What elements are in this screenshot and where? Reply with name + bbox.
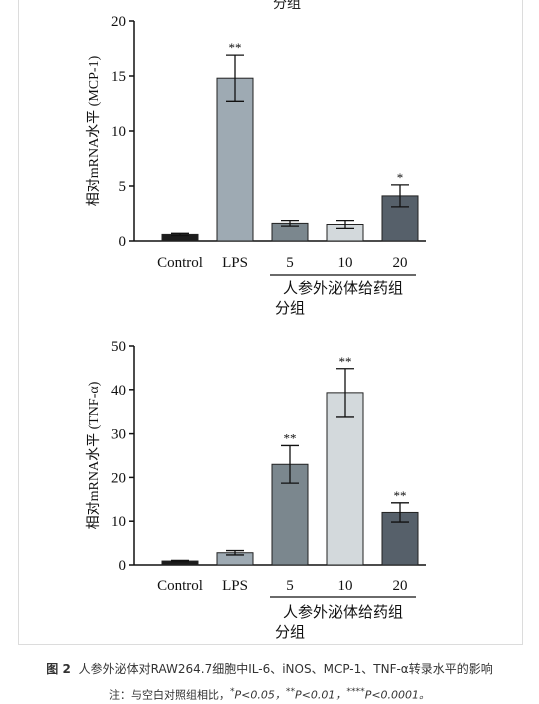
figure-caption: 图 2 人参外泌体对RAW264.7细胞中IL-6、iNOS、MCP-1、TNF…	[0, 660, 539, 677]
category-label: 5	[286, 578, 294, 594]
bar-LPS	[216, 77, 254, 242]
y-tick-label: 10	[111, 124, 126, 140]
axis-group-label: 分组	[275, 624, 305, 641]
group-label: 人参外泌体给药组	[283, 280, 403, 297]
note-p3: P<0.0001。	[364, 688, 431, 702]
note-p2-mark: **	[285, 686, 296, 697]
category-label: 5	[286, 255, 294, 271]
category-label: LPS	[222, 578, 248, 594]
y-tick-label: 10	[111, 514, 126, 530]
significance-mark: **	[394, 488, 407, 503]
y-tick-label: 20	[111, 470, 126, 486]
axis-group-label: 分组	[275, 300, 305, 317]
bar-10	[326, 392, 364, 566]
figure-frame	[18, 0, 523, 645]
y-axis-label: 相对mRNA水平 (MCP-1)	[86, 55, 102, 206]
y-tick-label: 50	[111, 339, 126, 355]
top-group-fragment: 分组	[273, 0, 301, 12]
significance-mark: **	[284, 430, 297, 445]
charts-svg: 分组 0 5 10 15 20 相对mRNA水平 (MCP-1) Control ** LPS 5…	[86, 0, 426, 641]
y-tick-label: 30	[111, 427, 126, 443]
figure-label: 图 2	[46, 662, 71, 676]
category-label: Control	[157, 578, 203, 594]
category-label: 10	[338, 578, 353, 594]
significance-mark: *	[397, 170, 404, 185]
note-p2: P<0.01，	[295, 688, 347, 702]
category-label: 10	[338, 255, 353, 271]
y-tick-label: 40	[111, 383, 126, 399]
note-p3-mark: ****	[346, 686, 365, 697]
y-tick-label: 15	[111, 69, 126, 85]
y-tick-label: 5	[119, 179, 127, 195]
y-tick-label: 20	[111, 14, 126, 30]
group-label: 人参外泌体给药组	[283, 604, 403, 621]
figure-caption-text: 人参外泌体对RAW264.7细胞中IL-6、iNOS、MCP-1、TNF-α转录…	[78, 662, 493, 676]
y-axis-label: 相对mRNA水平 (TNF-α)	[86, 381, 102, 529]
mcp1-chart: 0 5 10 15 20 相对mRNA水平 (MCP-1) Control ** LPS 5 10 *…	[86, 14, 426, 317]
category-label: Control	[157, 255, 203, 271]
significance-mark: **	[339, 354, 352, 369]
significance-mark: **	[229, 40, 242, 55]
tnfa-chart: 0 10 20 30 40 50 相对mRNA水平 (TNF-α) Control LPS ** 5…	[86, 339, 426, 641]
note-p1-mark: *	[229, 686, 235, 697]
figure-note: 注：与空白对照组相比，*P<0.05，**P<0.01，****P<0.0001…	[0, 686, 539, 703]
category-label: 20	[393, 578, 408, 594]
category-label: LPS	[222, 255, 248, 271]
y-tick-label: 0	[119, 558, 127, 574]
category-label: 20	[393, 255, 408, 271]
note-prefix: 注：与空白对照组相比，	[108, 688, 230, 702]
note-p1: P<0.05，	[234, 688, 286, 702]
y-tick-label: 0	[119, 234, 127, 250]
